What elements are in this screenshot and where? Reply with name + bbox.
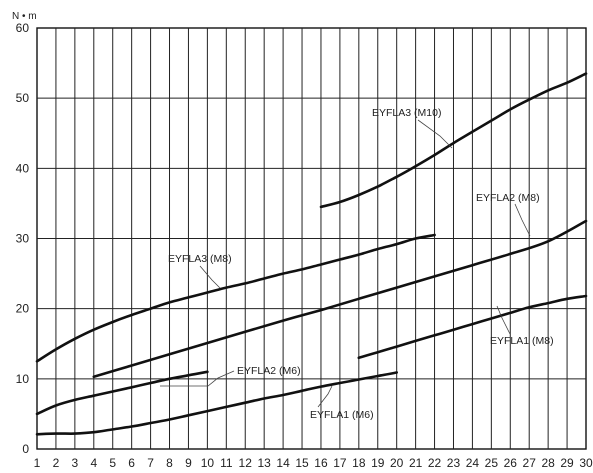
annotation-leader-eyfla1-m8 — [496, 305, 511, 335]
x-tick-label: 1 — [34, 456, 41, 470]
x-tick-label: 20 — [390, 456, 404, 470]
x-tick-label: 23 — [447, 456, 461, 470]
annotation-leader-eyfla2-m6 — [160, 370, 235, 387]
x-tick-label: 27 — [523, 456, 537, 470]
x-tick-label: 30 — [579, 456, 593, 470]
x-tick-label: 7 — [147, 456, 154, 470]
y-tick-label: 40 — [16, 161, 30, 175]
x-tick-label: 13 — [257, 456, 271, 470]
series-line-eyfla2-m6 — [35, 370, 209, 416]
x-tick-label: 8 — [166, 456, 173, 470]
series-line-eyfla3-m10 — [319, 72, 588, 209]
x-tick-label: 22 — [428, 456, 442, 470]
series-annotations: EYFLA3 (M10) EYFLA3 (M8) EYFLA2 (M8) EYF… — [160, 107, 554, 421]
y-tick-label: 30 — [16, 232, 30, 246]
x-tick-label: 5 — [109, 456, 116, 470]
grid-lines — [37, 28, 586, 449]
y-tick-label: 60 — [16, 21, 30, 35]
series-lines — [35, 72, 588, 436]
series-line-eyfla1-m8 — [357, 294, 588, 360]
annotation-eyfla3-m10: EYFLA3 (M10) — [372, 107, 441, 119]
x-tick-label: 9 — [185, 456, 192, 470]
annotation-eyfla2-m6: EYFLA2 (M6) — [237, 365, 301, 377]
annotation-eyfla2-m8: EYFLA2 (M8) — [476, 192, 540, 204]
x-tick-label: 3 — [72, 456, 79, 470]
x-tick-label: 28 — [541, 456, 555, 470]
annotation-eyfla3-m8: EYFLA3 (M8) — [168, 253, 232, 265]
y-tick-label: 10 — [16, 372, 30, 386]
axis-tick-labels: 1 2 3 4 5 6 7 8 9 10 11 12 13 14 15 16 17 18 19 20 21 22 23 24 2… — [16, 21, 593, 470]
series-line-eyfla1-m6 — [35, 371, 398, 436]
x-tick-label: 6 — [128, 456, 135, 470]
annotation-leader-eyfla1-m6 — [317, 385, 333, 408]
annotation-leader-eyfla3-m10 — [417, 119, 453, 149]
x-tick-label: 14 — [276, 456, 290, 470]
x-tick-label: 10 — [201, 456, 215, 470]
x-tick-label: 26 — [504, 456, 518, 470]
annotation-leader-eyfla2-m8 — [514, 203, 531, 237]
x-tick-label: 24 — [466, 456, 480, 470]
x-tick-label: 16 — [314, 456, 328, 470]
x-tick-label: 12 — [239, 456, 253, 470]
y-tick-label: 50 — [16, 91, 30, 105]
annotation-leader-eyfla3-m8 — [199, 265, 221, 289]
annotation-eyfla1-m8: EYFLA1 (M8) — [490, 335, 554, 347]
x-tick-label: 2 — [53, 456, 60, 470]
y-axis-unit-label: N • m — [12, 11, 37, 22]
x-tick-label: 15 — [295, 456, 309, 470]
x-tick-label: 25 — [485, 456, 499, 470]
x-tick-label: 17 — [333, 456, 347, 470]
series-line-eyfla2-m8 — [92, 219, 588, 378]
x-tick-label: 29 — [560, 456, 574, 470]
series-line-eyfla3-m8 — [35, 233, 436, 363]
y-tick-label: 20 — [16, 302, 30, 316]
x-tick-label: 21 — [409, 456, 423, 470]
x-tick-label: 11 — [220, 456, 233, 470]
x-tick-label: 19 — [371, 456, 385, 470]
y-tick-label: 0 — [22, 442, 29, 456]
x-tick-label: 18 — [352, 456, 366, 470]
annotation-eyfla1-m6: EYFLA1 (M6) — [310, 409, 374, 421]
x-tick-label: 4 — [90, 456, 97, 470]
